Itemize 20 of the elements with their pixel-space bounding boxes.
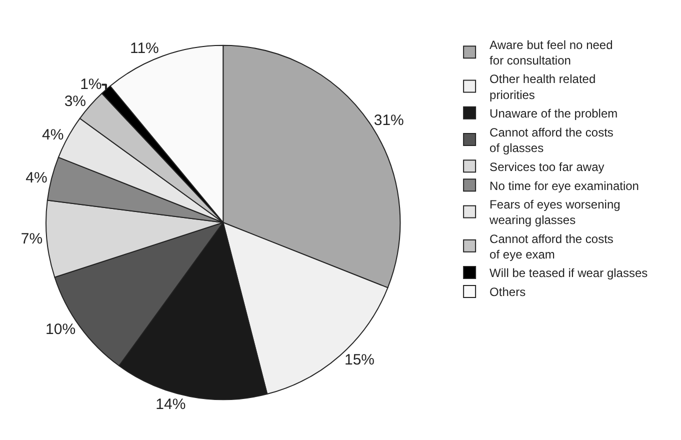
legend-label: Unaware of the problem — [490, 106, 618, 121]
data-label: 1% — [80, 76, 102, 94]
legend-label: Will be teased if wear glasses — [490, 266, 648, 280]
data-label: 7% — [20, 230, 43, 248]
legend-label: Others — [490, 285, 526, 300]
data-label: 4% — [42, 126, 64, 144]
legend-label: Aware but feel no need for consultation — [490, 38, 613, 68]
data-label: 15% — [344, 352, 375, 369]
legend-label: Other health related priorities — [490, 72, 596, 102]
legend-label: Cannot afford the costs of eye exam — [490, 232, 614, 262]
data-label: 11% — [130, 40, 159, 57]
data-label: 10% — [46, 321, 76, 338]
data-label: 4% — [26, 169, 48, 186]
data-label: 31% — [374, 112, 404, 129]
data-label: 3% — [64, 93, 86, 110]
legend-label: Cannot afford the costs of glasses — [490, 125, 614, 155]
legend-label: No time for eye examination — [490, 178, 639, 193]
legend-label: Services too far away — [490, 160, 604, 174]
data-label: 14% — [156, 396, 186, 414]
legend-label: Fears of eyes worsening wearing glasses — [488, 198, 620, 228]
